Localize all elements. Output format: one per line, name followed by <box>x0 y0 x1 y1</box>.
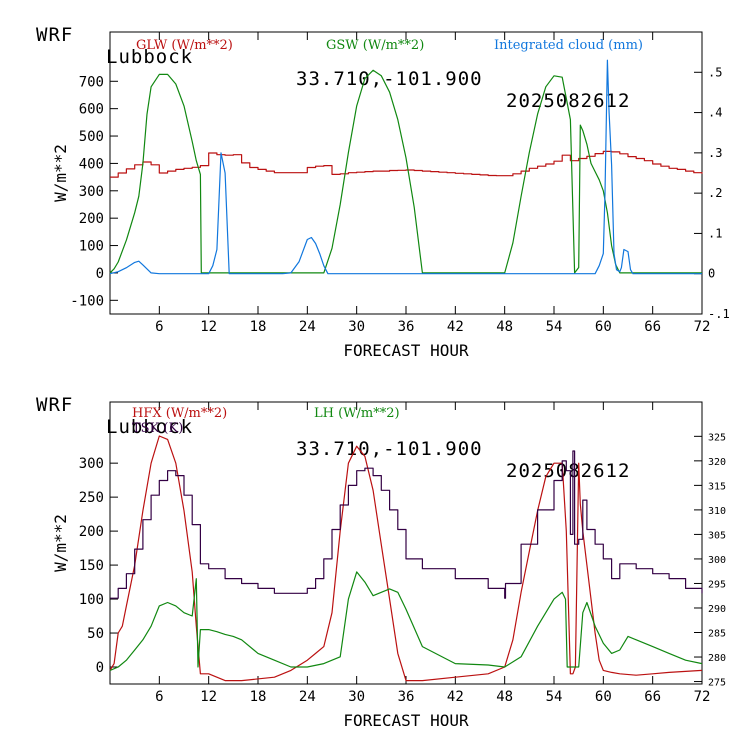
x-tick-label: 18 <box>250 689 267 705</box>
y-tick-label: 50 <box>87 626 104 642</box>
legend-entry: HFX (W/m**2) <box>132 406 227 421</box>
x-axis-label: FORECAST HOUR <box>343 711 469 730</box>
header-model: WRF <box>36 24 74 46</box>
y2-tick-label: 285 <box>708 629 726 640</box>
y-tick-label: 300 <box>79 456 104 472</box>
y-tick-label: 300 <box>79 184 104 200</box>
legend-entry: TSK (K) <box>132 421 183 436</box>
series-line-2 <box>109 571 703 671</box>
x-tick-label: 66 <box>644 689 661 705</box>
x-tick-label: 54 <box>546 319 563 335</box>
y2-tick-label: 325 <box>708 432 726 443</box>
y-axis-label: W/m**2 <box>51 144 70 202</box>
y-tick-label: 200 <box>79 211 104 227</box>
x-tick-label: 24 <box>299 689 316 705</box>
y-axis-label: W/m**2 <box>51 514 70 572</box>
x-tick-label: 30 <box>348 319 365 335</box>
y-tick-label: 400 <box>79 156 104 172</box>
x-tick-label: 72 <box>694 319 711 335</box>
y2-tick-label: -.1 <box>708 307 730 321</box>
x-tick-label: 72 <box>694 689 711 705</box>
header-station: Lubbock <box>106 46 194 68</box>
y2-tick-label: .2 <box>708 186 722 200</box>
x-tick-label: 24 <box>299 319 316 335</box>
y2-tick-label: .3 <box>708 146 722 160</box>
x-tick-label: 60 <box>595 689 612 705</box>
header-coords: 33.710,-101.900 <box>296 438 483 460</box>
series-line-1 <box>110 150 703 178</box>
y-tick-label: 0 <box>96 660 104 676</box>
series-line-3 <box>109 59 702 275</box>
x-axis-label: FORECAST HOUR <box>343 341 469 360</box>
y-tick-label: 100 <box>79 239 104 255</box>
x-tick-label: 60 <box>595 319 612 335</box>
y2-tick-label: 305 <box>708 530 726 541</box>
y2-tick-label: 275 <box>708 678 726 689</box>
y-tick-label: 500 <box>79 129 104 145</box>
legend-entry: GSW (W/m**2) <box>326 38 424 53</box>
x-tick-label: 12 <box>200 689 217 705</box>
series-line-2 <box>109 69 702 274</box>
legend-entry: GLW (W/m**2) <box>136 38 233 53</box>
x-tick-label: 54 <box>546 689 563 705</box>
x-tick-label: 36 <box>398 689 415 705</box>
series-line-1 <box>109 435 703 682</box>
x-tick-label: 66 <box>644 319 661 335</box>
legend-entry: LH (W/m**2) <box>314 406 400 421</box>
series-line-3 <box>110 450 703 599</box>
y2-tick-label: 290 <box>708 604 726 615</box>
y2-tick-label: 310 <box>708 506 726 517</box>
header-init: 2025082612 <box>506 90 631 112</box>
y-tick-label: -100 <box>70 293 104 309</box>
x-tick-label: 42 <box>447 689 464 705</box>
y2-tick-label: 280 <box>708 653 726 664</box>
x-tick-label: 18 <box>250 319 267 335</box>
legend-entry: Integrated cloud (mm) <box>494 38 643 53</box>
y2-tick-label: .4 <box>708 106 722 120</box>
y-tick-label: 250 <box>79 490 104 506</box>
header-top: WRF Lubbock 33.710,-101.900 2025082612 <box>0 2 740 112</box>
y-tick-label: 600 <box>79 102 104 118</box>
x-tick-label: 30 <box>348 689 365 705</box>
header-station: Lubbock <box>106 416 194 438</box>
x-tick-label: 6 <box>155 689 163 705</box>
header-model: WRF <box>36 394 74 416</box>
y2-tick-label: 0 <box>708 267 715 281</box>
y2-tick-label: .5 <box>708 65 722 79</box>
x-tick-label: 12 <box>200 319 217 335</box>
y2-tick-label: 295 <box>708 579 726 590</box>
x-tick-label: 48 <box>496 319 513 335</box>
chart-panel-1: 6 12 18 24 30 36 42 48 54 60 66 72 -100 0 100 200 300 400… <box>51 31 730 360</box>
x-tick-label: 36 <box>398 319 415 335</box>
x-tick-label: 42 <box>447 319 464 335</box>
y-tick-label: 700 <box>79 74 104 90</box>
x-tick-label: 6 <box>155 319 163 335</box>
x-tick-label: 48 <box>496 689 513 705</box>
plot-frame <box>109 31 703 315</box>
y-tick-label: 150 <box>79 558 104 574</box>
y-tick-label: 200 <box>79 524 104 540</box>
y-tick-label: 0 <box>96 266 104 282</box>
y-tick-label: 100 <box>79 592 104 608</box>
y2-tick-label: 320 <box>708 457 726 468</box>
y2-tick-label: 315 <box>708 481 726 492</box>
y2-tick-label: 300 <box>708 555 726 566</box>
y2-tick-label: .1 <box>708 226 722 240</box>
chart-panel-2: 6 12 18 24 30 36 42 48 54 60 66 72 0 50 100 150 200 250 30… <box>51 401 726 730</box>
header-coords: 33.710,-101.900 <box>296 68 483 90</box>
